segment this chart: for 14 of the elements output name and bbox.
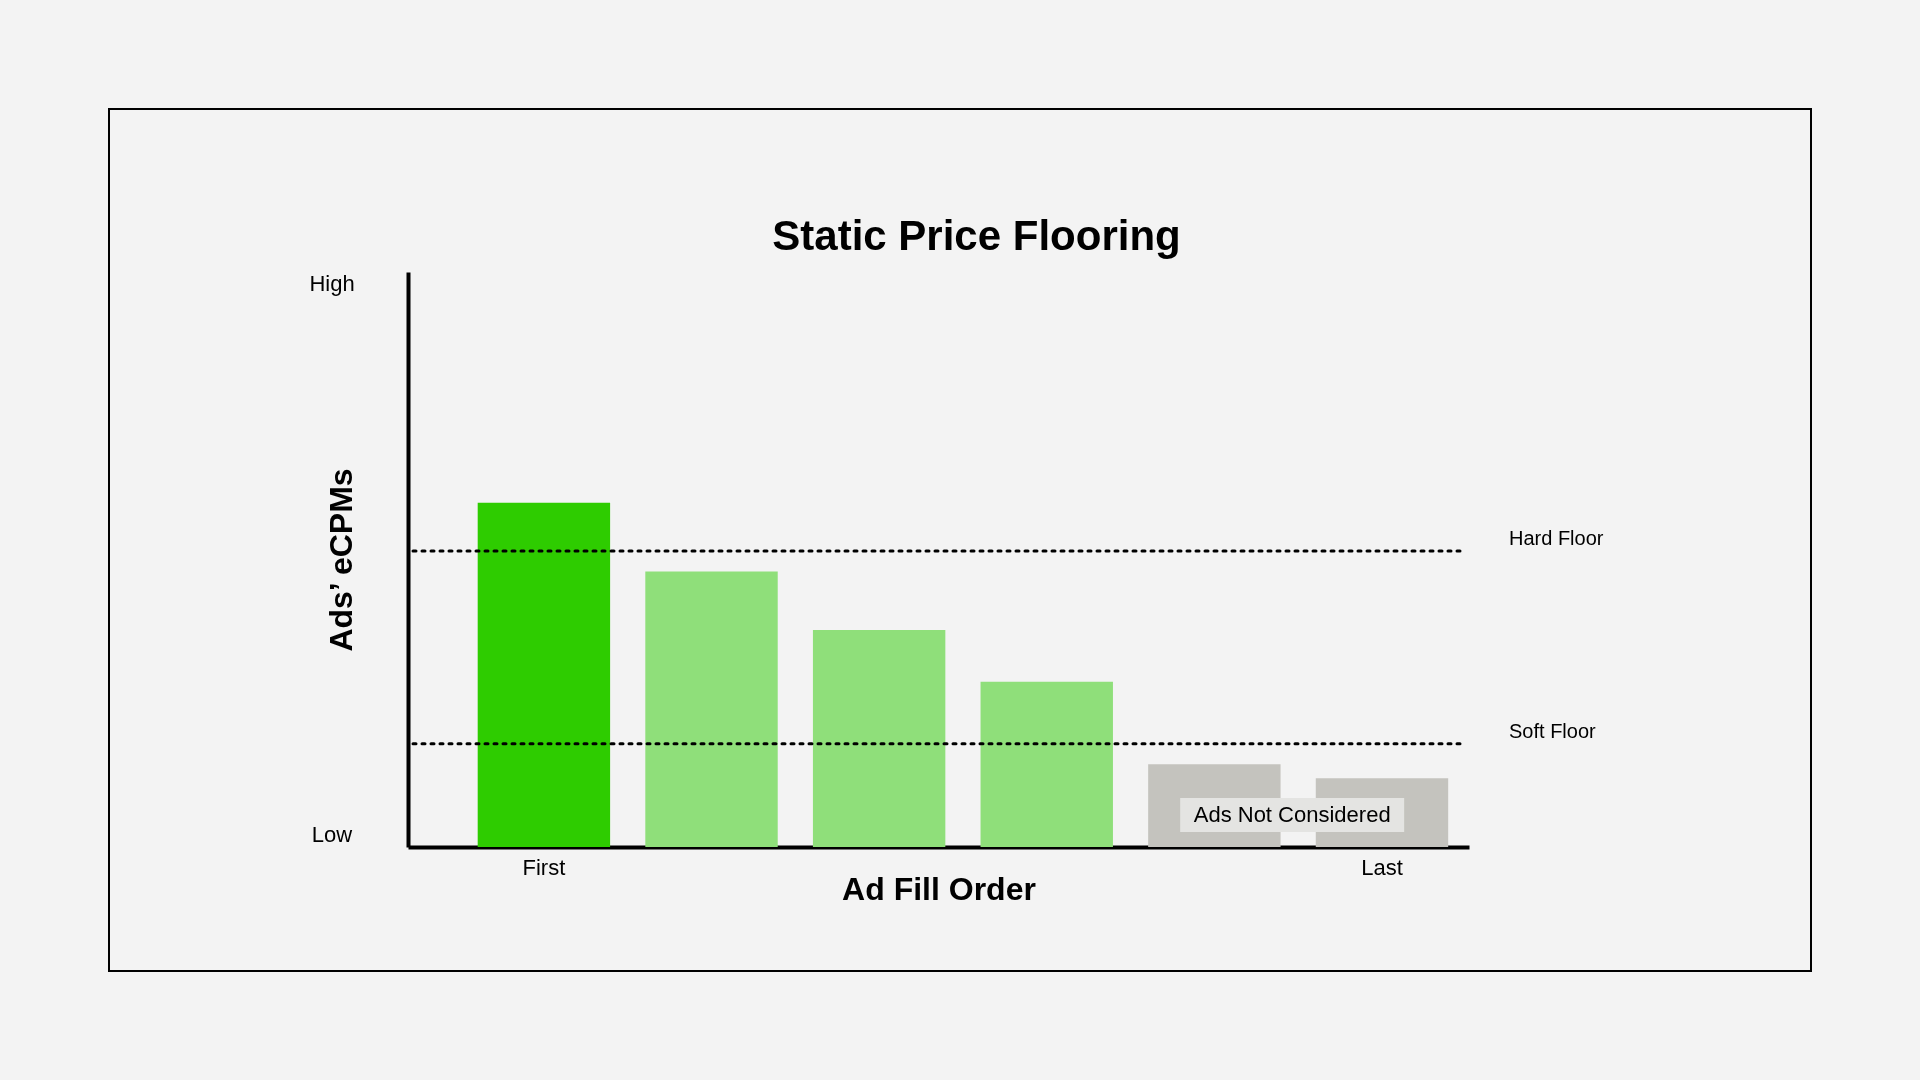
text: Low [311,822,353,847]
bar [980,681,1113,847]
x-tick-label: Last [1361,854,1403,880]
ref-line-label: Soft Floor [1509,719,1597,742]
chart-title: Static Price Flooring [772,212,1181,259]
bar [812,630,946,847]
x-tick-label: First [522,854,566,880]
annotation: Ads Not Considered [1193,802,1391,827]
text: High [309,271,355,296]
y-axis-title: Ads’ eCPMs [322,468,359,652]
x-axis-title: Ad Fill Order [842,870,1036,907]
bar [645,571,778,847]
bar [477,502,611,847]
ref-line-label: Hard Floor [1509,526,1604,549]
